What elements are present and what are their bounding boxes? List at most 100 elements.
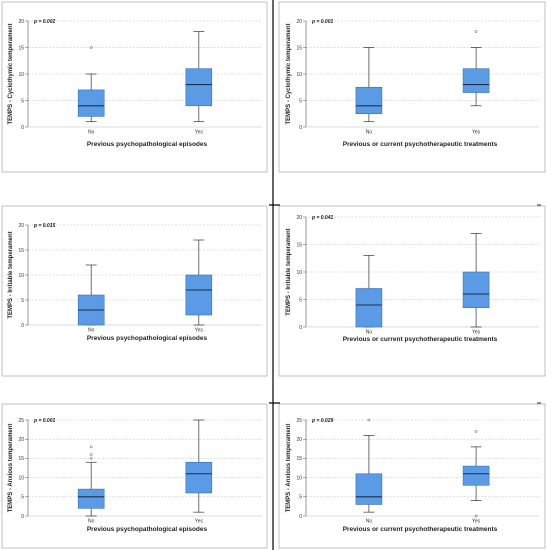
box-iqr [355, 86, 383, 115]
y-axis-title: TEMPS - Anxious temperament [286, 424, 292, 513]
boxplot-chart: 0 5 10 15 20 25 p = 0.029 TEMPS - Anxious tempe… [286, 418, 539, 533]
box-iqr [185, 274, 213, 316]
y-tick-label: 0 [299, 325, 302, 331]
y-axis-title: TEMPS - Irritable temperament [8, 231, 14, 318]
y-tick-label: 5 [299, 98, 302, 104]
boxplot-chart: 0 5 10 15 20 p = 0.001 TEMPS - Cyclothymic tem… [286, 19, 539, 148]
y-tick-label: 0 [299, 125, 302, 131]
y-axis-title: TEMPS - Cyclothymic temperament [8, 23, 14, 124]
x-category-label: Yes [195, 130, 204, 136]
panel-charts: 0 5 10 15 20 p = 0.002 TEMPS - Cyclothymic tem… [8, 19, 539, 533]
y-tick-label: 15 [296, 456, 302, 462]
x-category-label: Yes [195, 328, 204, 334]
box-iqr [185, 461, 213, 494]
panel-frame [1, 1, 268, 173]
box-group [355, 47, 383, 123]
box-group [462, 430, 490, 518]
x-axis-title: Previous psychopathological episodes [87, 141, 208, 148]
box-iqr [355, 473, 383, 505]
x-axis-title: Previous psychopathological episodes [87, 335, 208, 342]
y-tick-label: 5 [21, 298, 24, 304]
box-iqr [462, 68, 490, 93]
p-value-label: p = 0.015 [33, 223, 55, 229]
y-axis-title: TEMPS - Irritable temperament [286, 228, 292, 315]
x-category-label: Yes [195, 519, 204, 525]
box-group [462, 30, 490, 107]
p-value-label: p = 0.041 [311, 215, 333, 221]
box-group [77, 46, 105, 123]
outlier-point [89, 457, 93, 460]
y-tick-label: 20 [18, 437, 24, 443]
y-tick-label: 0 [21, 514, 24, 520]
box-group [185, 31, 213, 123]
x-category-label: Yes [472, 330, 481, 336]
x-category-label: No [366, 130, 373, 136]
outlier-point [89, 445, 93, 449]
y-tick-label: 15 [18, 45, 24, 51]
box-iqr [462, 271, 490, 309]
box-group [462, 233, 490, 328]
box-iqr [462, 465, 490, 486]
p-value-label: p = 0.001 [311, 19, 333, 25]
boxplot-chart: 0 5 10 15 20 p = 0.041 TEMPS - Irritable tempe… [286, 215, 539, 343]
box-group [355, 418, 383, 513]
y-tick-label: 15 [296, 242, 302, 248]
box-group [355, 255, 383, 328]
y-tick-label: 15 [18, 456, 24, 462]
panel-dividers [269, 0, 541, 550]
y-tick-label: 0 [21, 125, 24, 131]
box-group [185, 239, 213, 326]
x-axis-title: Previous or current psychotherapeutic tr… [343, 141, 498, 148]
y-tick-label: 25 [296, 418, 302, 424]
y-tick-label: 20 [296, 215, 302, 221]
outlier-point [474, 514, 478, 518]
x-category-label: No [88, 130, 95, 136]
y-tick-label: 5 [299, 495, 302, 501]
y-tick-label: 0 [21, 323, 24, 329]
box-iqr [77, 488, 105, 509]
box-iqr [355, 288, 383, 328]
y-tick-label: 20 [296, 437, 302, 443]
box-group [77, 264, 105, 326]
y-axis-title: TEMPS - Anxious temperament [8, 424, 14, 513]
y-tick-label: 5 [299, 297, 302, 303]
panel-frame [1, 403, 268, 549]
y-tick-label: 5 [21, 98, 24, 104]
x-category-label: Yes [472, 519, 481, 525]
box-iqr [185, 68, 213, 107]
x-axis-title: Previous or current psychotherapeutic tr… [343, 526, 498, 533]
outlier-point [474, 430, 478, 433]
y-tick-label: 25 [18, 418, 24, 424]
outlier-point [89, 453, 93, 456]
y-tick-label: 15 [18, 248, 24, 254]
y-tick-label: 20 [18, 223, 24, 229]
panel-frame [278, 403, 546, 549]
x-axis-title: Previous psychopathological episodes [87, 526, 208, 533]
boxplot-chart: 0 5 10 15 20 25 p = 0.001 TEMPS - Anxious tempe… [8, 418, 262, 533]
box-group [77, 445, 105, 517]
y-tick-label: 10 [18, 72, 24, 78]
y-tick-label: 10 [18, 273, 24, 279]
box-group [185, 419, 213, 513]
y-tick-label: 10 [18, 475, 24, 481]
y-tick-label: 15 [296, 45, 302, 51]
x-category-label: No [366, 519, 373, 525]
panel-frame [278, 205, 546, 377]
panel-frame [278, 1, 546, 173]
x-category-label: Yes [472, 130, 481, 136]
outlier-point [474, 30, 478, 33]
y-tick-label: 0 [299, 514, 302, 520]
y-tick-label: 10 [296, 270, 302, 276]
boxplot-chart: 0 5 10 15 20 p = 0.002 TEMPS - Cyclothymic tem… [8, 19, 262, 148]
outlier-point [367, 418, 371, 422]
boxplot-chart: 0 5 10 15 20 p = 0.015 TEMPS - Irritable tempe… [8, 223, 262, 342]
p-value-label: p = 0.029 [311, 418, 333, 424]
y-tick-label: 5 [21, 495, 24, 501]
p-value-label: p = 0.001 [33, 418, 55, 424]
outlier-point [89, 46, 93, 49]
p-value-label: p = 0.002 [33, 19, 55, 25]
y-tick-label: 20 [18, 19, 24, 25]
y-axis-title: TEMPS - Cyclothymic temperament [286, 23, 292, 124]
